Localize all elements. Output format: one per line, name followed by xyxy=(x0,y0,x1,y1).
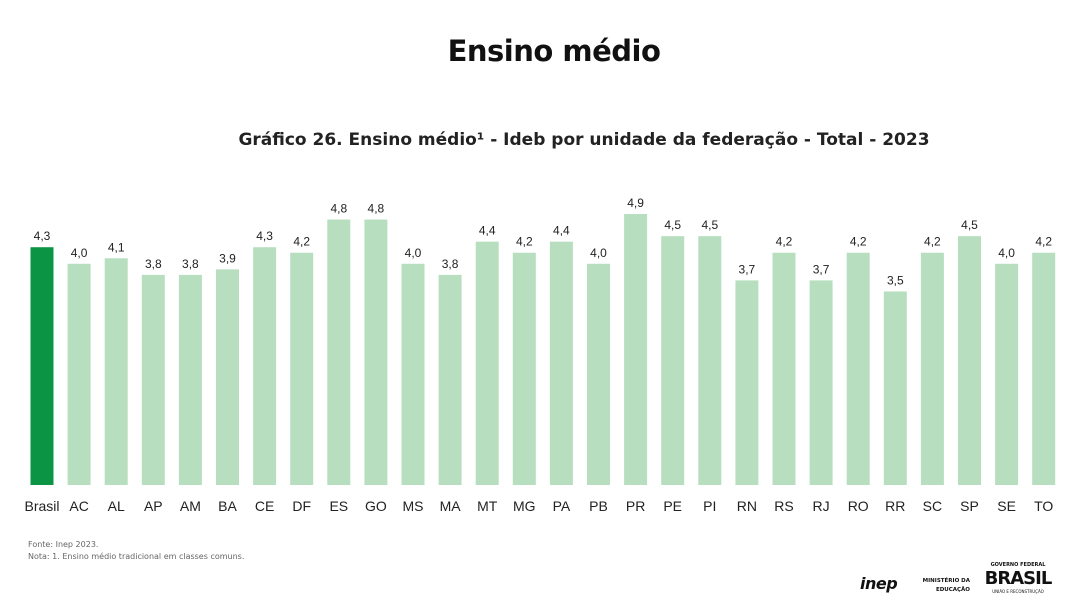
bar-RN xyxy=(735,280,759,485)
data-label: 4,1 xyxy=(108,240,125,254)
data-label: 4,2 xyxy=(516,235,533,249)
data-label: 4,2 xyxy=(1035,235,1052,249)
bar-BA xyxy=(216,269,239,485)
data-label: 4,8 xyxy=(368,202,385,216)
footnote: Nota: 1. Ensino médio tradicional em cla… xyxy=(28,552,245,561)
bar-AC xyxy=(67,263,91,485)
data-label: 4,3 xyxy=(256,229,273,243)
bar-GO xyxy=(364,219,388,485)
data-label: 4,0 xyxy=(71,246,88,260)
data-label: 4,9 xyxy=(627,196,644,210)
data-label: 4,2 xyxy=(293,235,310,249)
bar-MS xyxy=(401,263,425,485)
category-label: RO xyxy=(848,498,869,514)
category-label: MT xyxy=(477,498,498,514)
data-label: 3,8 xyxy=(145,257,162,271)
bar-Brasil xyxy=(30,247,54,485)
data-label: 3,9 xyxy=(219,251,236,265)
bar-chart: 4,3 Brasil 4,0 AC 4,1 AL 3,8 AP 3,8 AM 3,9 BA 4,3 CE 4… xyxy=(24,196,1056,514)
category-label: CE xyxy=(255,498,274,514)
category-label: DF xyxy=(292,498,311,514)
category-label: SE xyxy=(997,498,1016,514)
data-label: 4,0 xyxy=(405,246,422,260)
category-label: ES xyxy=(329,498,348,514)
data-label: 4,5 xyxy=(961,218,978,232)
category-label: AP xyxy=(144,498,163,514)
bar-CE xyxy=(253,247,277,485)
bar-DF xyxy=(290,252,314,485)
governo-federal-logo: GOVERNO FEDERAL BRASIL UNIÃO E RECONSTRU… xyxy=(984,562,1053,594)
ministerio-logo: MINISTÉRIO DA EDUCAÇÃO xyxy=(922,578,970,593)
chart-title: Gráfico 26. Ensino médio¹ - Ideb por uni… xyxy=(238,130,930,150)
bar-PB xyxy=(587,263,610,485)
data-label: 4,8 xyxy=(330,202,347,216)
bar-TO xyxy=(1032,252,1056,485)
bar-ES xyxy=(327,219,351,485)
category-label: TO xyxy=(1034,498,1053,514)
category-label: Brasil xyxy=(24,498,59,514)
bar-MT xyxy=(475,241,499,485)
data-label: 4,3 xyxy=(34,229,51,243)
bar-MG xyxy=(512,252,536,485)
data-label: 4,2 xyxy=(924,235,941,249)
data-label: 3,7 xyxy=(813,262,830,276)
category-label: AL xyxy=(108,498,125,514)
category-label: PB xyxy=(589,498,608,514)
bar-PI xyxy=(698,236,722,485)
bar-PR xyxy=(624,214,648,485)
bar-RJ xyxy=(809,280,833,485)
category-label: RN xyxy=(737,498,757,514)
category-label: PA xyxy=(553,498,571,514)
inep-logo: inep xyxy=(860,574,898,593)
bar-AP xyxy=(141,274,165,485)
data-label: 4,5 xyxy=(701,218,718,232)
bar-AL xyxy=(104,258,128,485)
data-label: 3,8 xyxy=(182,257,199,271)
bar-SC xyxy=(920,252,944,485)
data-label: 4,5 xyxy=(664,218,681,232)
data-label: 4,0 xyxy=(590,246,607,260)
category-label: MS xyxy=(403,498,424,514)
data-label: 3,8 xyxy=(442,257,459,271)
bar-RS xyxy=(772,252,796,485)
bar-PA xyxy=(549,241,573,485)
bar-RO xyxy=(846,252,870,485)
data-label: 3,7 xyxy=(739,262,756,276)
category-label: PR xyxy=(626,498,645,514)
bar-MA xyxy=(438,274,462,485)
data-label: 3,5 xyxy=(887,273,904,287)
category-label: PI xyxy=(703,498,716,514)
category-label: MA xyxy=(440,498,462,514)
page-title: Ensino médio xyxy=(447,34,661,68)
bar-RR xyxy=(883,291,907,485)
category-label: GO xyxy=(365,498,387,514)
bar-AM xyxy=(178,274,202,485)
category-label: AM xyxy=(180,498,201,514)
data-label: 4,4 xyxy=(479,224,496,238)
category-label: RS xyxy=(774,498,793,514)
category-label: SP xyxy=(960,498,979,514)
category-label: RJ xyxy=(813,498,830,514)
data-label: 4,2 xyxy=(850,235,867,249)
data-label: 4,0 xyxy=(998,246,1015,260)
data-label: 4,4 xyxy=(553,224,570,238)
data-label: 4,2 xyxy=(776,235,793,249)
bar-SP xyxy=(958,236,981,485)
category-label: MG xyxy=(513,498,536,514)
category-label: AC xyxy=(69,498,88,514)
source-note: Fonte: Inep 2023. xyxy=(28,540,99,549)
bar-SE xyxy=(995,263,1019,485)
bar-PE xyxy=(661,236,685,485)
category-label: PE xyxy=(663,498,682,514)
category-label: SC xyxy=(923,498,942,514)
category-label: RR xyxy=(885,498,905,514)
category-label: BA xyxy=(218,498,237,514)
